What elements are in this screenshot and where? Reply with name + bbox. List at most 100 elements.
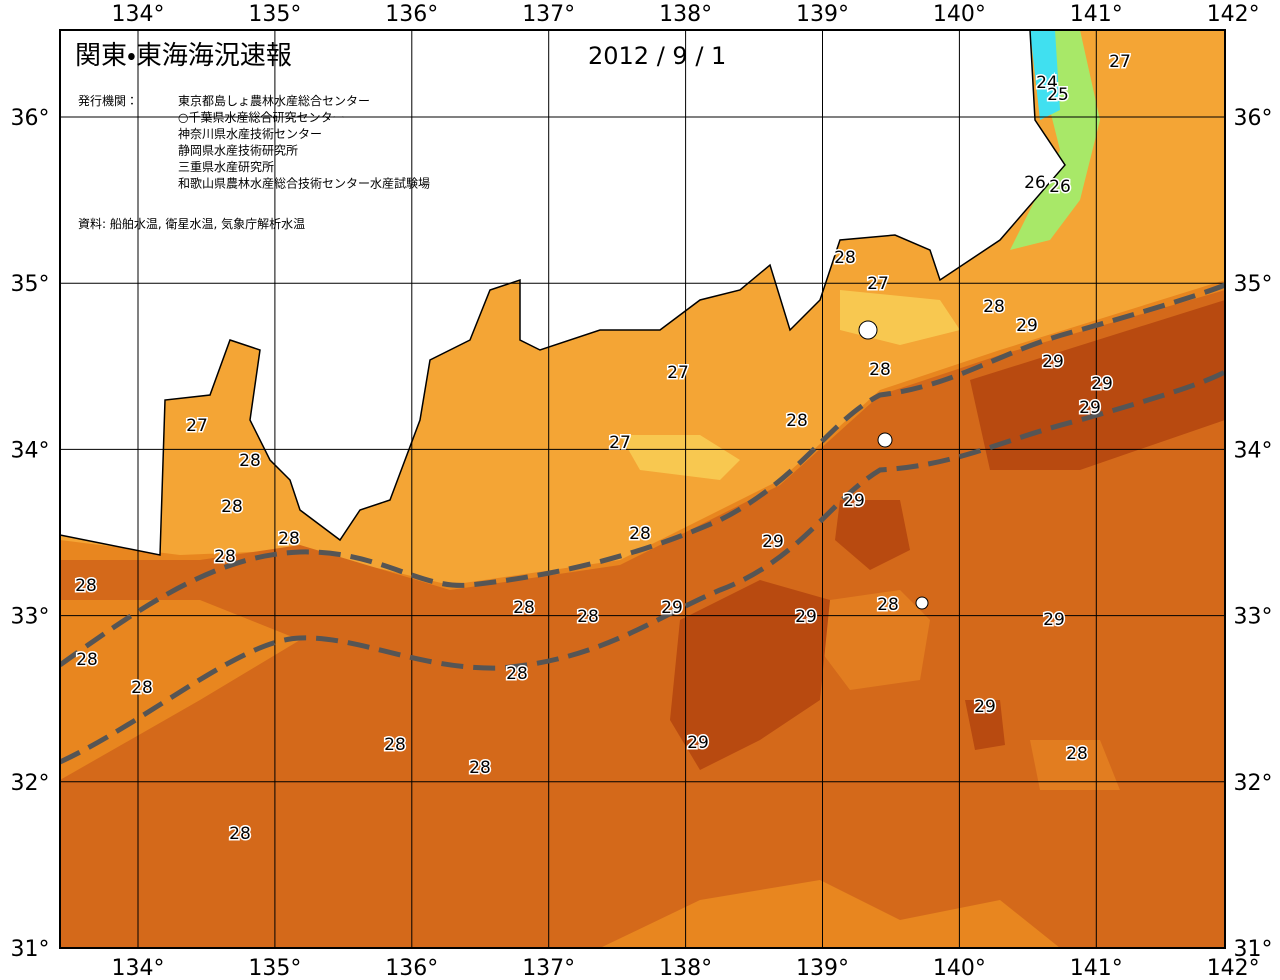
lon-label-top: 135° — [248, 2, 301, 27]
contour-label: 27 — [609, 433, 631, 453]
lon-label-top: 140° — [933, 2, 986, 27]
contour-label: 28 — [513, 598, 535, 618]
warm-zone-mid — [1030, 740, 1120, 790]
issuer-name: 神奈川県水産技術センター — [178, 126, 322, 141]
lon-label-top: 139° — [796, 2, 849, 27]
contour-label: 27 — [867, 274, 889, 294]
contour-label: 28 — [506, 664, 528, 684]
contour-label: 24 — [1036, 73, 1058, 93]
lon-label-top: 134° — [112, 2, 165, 27]
warm-zone-darkest — [965, 700, 1005, 750]
map-frame — [59, 29, 1226, 949]
issuer-label: 発行機関： — [78, 94, 138, 108]
contour-label: 29 — [1043, 610, 1065, 630]
contour-label: 29 — [687, 733, 709, 753]
lon-label-bottom: 136° — [385, 956, 438, 980]
contour-label: 28 — [786, 411, 808, 431]
contour-label: 29 — [1016, 316, 1038, 336]
lat-label-right: 33° — [1234, 605, 1273, 630]
warm-zone-darkest — [835, 500, 910, 570]
sea-temperature-field — [60, 30, 1225, 948]
contour-label: 28 — [278, 529, 300, 549]
lon-label-bottom: 139° — [796, 956, 849, 980]
contour-label: 29 — [974, 697, 996, 717]
contour-label: 29 — [1079, 398, 1101, 418]
cool-zone-cyan — [1030, 30, 1060, 120]
contour-label: 29 — [795, 607, 817, 627]
issuer-name: 三重県水産研究所 — [178, 160, 274, 174]
lat-label-right: 32° — [1234, 771, 1273, 796]
warm-zone-dark — [60, 290, 1225, 948]
lat-label-right: 34° — [1234, 438, 1273, 463]
contour-label: 29 — [1042, 352, 1064, 372]
contour-label: 28 — [577, 607, 599, 627]
lat-label-left: 36° — [11, 106, 50, 131]
date: 2012 / 9 / 1 — [588, 42, 726, 70]
contour-label: 28 — [214, 547, 236, 567]
lon-label-top: 141° — [1070, 2, 1123, 27]
lat-label-left: 33° — [11, 605, 50, 630]
contour-label: 28 — [983, 297, 1005, 317]
lon-label-bottom: 141° — [1070, 956, 1123, 980]
contour-label: 28 — [1066, 744, 1088, 764]
lon-label-bottom: 135° — [248, 956, 301, 980]
contour-label: 29 — [1091, 374, 1113, 394]
contour-label: 26 — [1049, 177, 1071, 197]
cool-zone-green — [1010, 30, 1100, 250]
lon-label-bottom: 140° — [933, 956, 986, 980]
lat-label-left: 35° — [11, 272, 50, 297]
contour-label: 28 — [834, 248, 856, 268]
lon-label-top: 138° — [659, 2, 712, 27]
warm-zone-darkest — [670, 580, 830, 770]
source: 資料: 船舶水温, 衛星水温, 気象庁解析水温 — [78, 216, 305, 231]
lon-label-bottom: 138° — [659, 956, 712, 980]
issuer-name: 和歌山県農林水産総合技術センター水産試験場 — [178, 176, 430, 191]
contour-label: 28 — [221, 497, 243, 517]
land — [60, 30, 1066, 556]
cool-zone-yellow — [620, 435, 740, 480]
lat-label-left: 32° — [11, 771, 50, 796]
contour-label: 26 — [1024, 173, 1046, 193]
kuroshio-north — [60, 282, 1225, 668]
contour-label: 29 — [661, 598, 683, 618]
contour-label: 28 — [229, 824, 251, 844]
contour-label: 27 — [1109, 52, 1131, 72]
contour-label: 27 — [186, 416, 208, 436]
issuer-name: ○千葉県水産総合研究センター — [178, 110, 344, 125]
contour-label: 28 — [239, 451, 261, 471]
contour-label: 28 — [131, 678, 153, 698]
contour-label: 28 — [877, 595, 899, 615]
lat-label-right: 31° — [1234, 937, 1273, 962]
lon-label-bottom: 134° — [112, 956, 165, 980]
kuroshio-path — [60, 282, 1225, 765]
contour-label: 28 — [869, 360, 891, 380]
contour-label: 29 — [762, 532, 784, 552]
issuer-name: 東京都島しょ農林水産総合センター — [178, 93, 370, 108]
contour-label: 28 — [384, 735, 406, 755]
issuer-name: 静岡県水産技術研究所 — [178, 143, 298, 158]
island — [877, 432, 893, 448]
island — [915, 596, 929, 610]
lat-label-right: 35° — [1234, 272, 1273, 297]
contour-label: 28 — [75, 576, 97, 596]
lon-label-bottom: 137° — [522, 956, 575, 980]
warm-zone-darkest — [970, 300, 1225, 470]
contour-label: 28 — [629, 524, 651, 544]
lon-label-bottom: 142° — [1207, 956, 1260, 980]
title: 関東・東海海況速報 — [75, 41, 292, 71]
lat-label-left: 34° — [11, 438, 50, 463]
kuroshio-south — [60, 369, 1225, 765]
contour-label: 29 — [843, 491, 865, 511]
lat-label-right: 36° — [1234, 106, 1273, 131]
contour-label: 28 — [76, 650, 98, 670]
lon-label-top: 136° — [385, 2, 438, 27]
contour-label: 28 — [469, 758, 491, 778]
lon-label-top: 142° — [1207, 2, 1260, 27]
contour-label: 27 — [667, 363, 689, 383]
warm-zone-mid — [820, 590, 930, 690]
lat-label-left: 31° — [11, 937, 50, 962]
lon-label-top: 137° — [522, 2, 575, 27]
contour-label: 25 — [1047, 85, 1069, 105]
island — [858, 320, 878, 340]
